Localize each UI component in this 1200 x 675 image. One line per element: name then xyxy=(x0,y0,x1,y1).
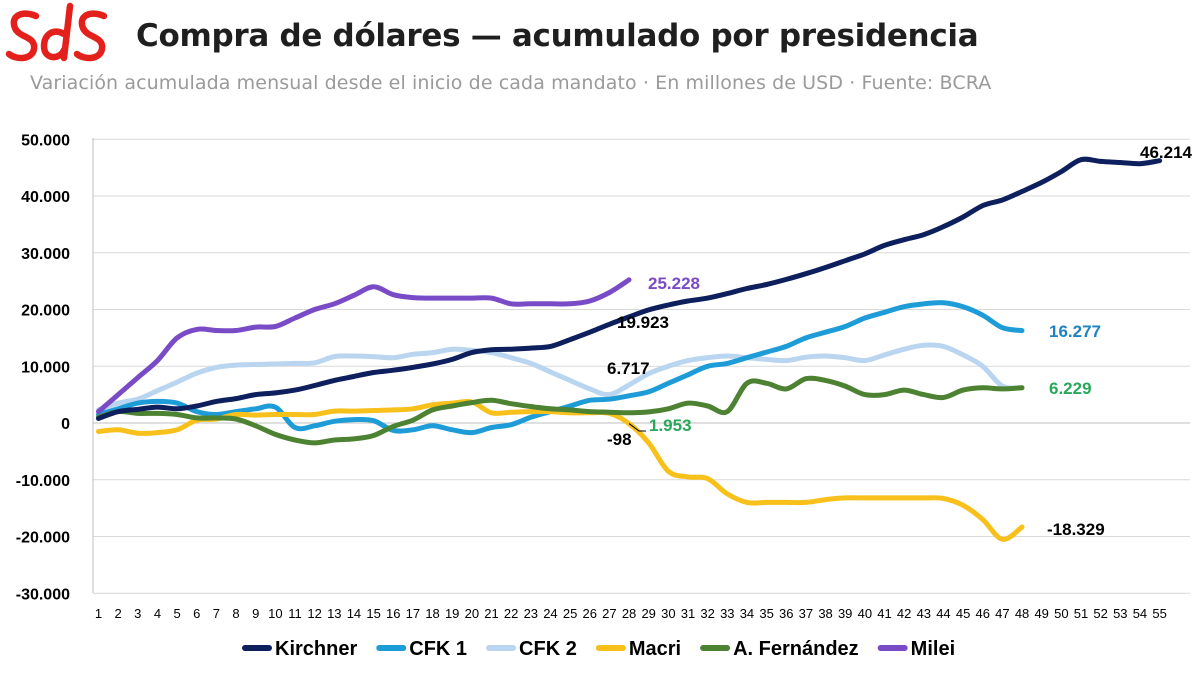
y-tick-label: 50.000 xyxy=(21,132,70,149)
y-tick-label: 30.000 xyxy=(21,246,70,263)
y-tick-label: -30.000 xyxy=(16,586,70,603)
data-label: -18.329 xyxy=(1047,520,1105,539)
data-label: 25.228 xyxy=(648,274,700,293)
legend-label: CFK 1 xyxy=(409,638,467,660)
x-tick-label: 42 xyxy=(897,606,911,621)
x-tick-label: 24 xyxy=(543,606,557,621)
x-tick-label: 35 xyxy=(759,606,773,621)
x-tick-label: 20 xyxy=(465,606,479,621)
x-tick-label: 5 xyxy=(173,606,180,621)
x-tick-label: 9 xyxy=(252,606,259,621)
x-tick-label: 46 xyxy=(976,606,990,621)
x-tick-label: 4 xyxy=(154,606,161,621)
y-tick-label: -10.000 xyxy=(16,473,70,490)
x-tick-label: 15 xyxy=(366,606,380,621)
x-tick-label: 6 xyxy=(193,606,200,621)
y-tick-label: 10.000 xyxy=(21,359,70,376)
series-line-cfk-2 xyxy=(96,342,1025,413)
series-line-macri xyxy=(96,398,1025,542)
x-tick-label: 53 xyxy=(1113,606,1127,621)
x-tick-label: 1 xyxy=(95,606,102,621)
x-tick-label: 11 xyxy=(288,606,302,621)
series-line-kirchner xyxy=(96,156,1163,421)
chart-title: Compra de dólares — acumulado por presid… xyxy=(136,18,979,54)
x-tick-label: 3 xyxy=(134,606,141,621)
x-tick-label: 13 xyxy=(327,606,341,621)
x-tick-label: 45 xyxy=(956,606,970,621)
x-tick-label: 19 xyxy=(445,606,459,621)
x-tick-label: 36 xyxy=(779,606,793,621)
x-tick-label: 23 xyxy=(524,606,538,621)
x-tick-label: 27 xyxy=(602,606,616,621)
x-tick-label: 54 xyxy=(1133,606,1147,621)
legend-label: Milei xyxy=(911,638,955,660)
data-label: 6.229 xyxy=(1049,379,1092,398)
x-tick-label: 17 xyxy=(406,606,420,621)
x-tick-label: 26 xyxy=(583,606,597,621)
x-tick-label: 28 xyxy=(622,606,636,621)
x-tick-label: 52 xyxy=(1093,606,1107,621)
x-tick-label: 50 xyxy=(1054,606,1068,621)
y-tick-label: 20.000 xyxy=(21,303,70,320)
legend-label: A. Fernández xyxy=(733,638,859,660)
sds-logo xyxy=(5,2,108,62)
legend-label: Kirchner xyxy=(275,638,357,660)
x-tick-label: 21 xyxy=(484,606,498,621)
x-tick-label: 8 xyxy=(232,606,239,621)
x-tick-label: 7 xyxy=(213,606,220,621)
x-tick-label: 2 xyxy=(115,606,122,621)
data-label: 6.717 xyxy=(607,359,650,378)
chart-subtitle: Variación acumulada mensual desde el ini… xyxy=(30,72,992,94)
x-tick-label: 39 xyxy=(838,606,852,621)
y-tick-label: 0 xyxy=(61,416,70,433)
x-tick-label: 33 xyxy=(720,606,734,621)
x-tick-label: 49 xyxy=(1034,606,1048,621)
x-tick-label: 12 xyxy=(307,606,321,621)
x-tick-label: 38 xyxy=(818,606,832,621)
y-tick-label: -20.000 xyxy=(16,530,70,547)
data-label: 16.277 xyxy=(1049,322,1101,341)
x-tick-label: 37 xyxy=(799,606,813,621)
x-tick-label: 18 xyxy=(425,606,439,621)
legend-label: CFK 2 xyxy=(519,638,577,660)
x-tick-label: 22 xyxy=(504,606,518,621)
x-tick-label: 30 xyxy=(661,606,675,621)
data-label: -98 xyxy=(607,430,632,449)
x-tick-label: 29 xyxy=(641,606,655,621)
x-tick-label: 43 xyxy=(917,606,931,621)
y-tick-label: 40.000 xyxy=(21,189,70,206)
x-tick-label: 32 xyxy=(700,606,714,621)
x-tick-label: 44 xyxy=(936,606,950,621)
series-line-milei xyxy=(96,277,632,415)
x-tick-label: 47 xyxy=(995,606,1009,621)
x-tick-label: 48 xyxy=(1015,606,1029,621)
x-tick-label: 14 xyxy=(347,606,361,621)
x-tick-label: 41 xyxy=(877,606,891,621)
x-tick-label: 34 xyxy=(740,606,754,621)
series-line-a-fern-ndez xyxy=(96,375,1025,446)
x-tick-label: 10 xyxy=(268,606,282,621)
x-tick-label: 55 xyxy=(1152,606,1166,621)
x-tick-label: 25 xyxy=(563,606,577,621)
data-label: 19.923 xyxy=(617,313,669,332)
legend-label: Macri xyxy=(629,638,681,660)
x-tick-label: 51 xyxy=(1074,606,1088,621)
x-tick-label: 16 xyxy=(386,606,400,621)
x-tick-label: 31 xyxy=(681,606,695,621)
data-label: 46.214 xyxy=(1140,143,1193,162)
x-tick-label: 40 xyxy=(858,606,872,621)
data-label: 1.953 xyxy=(649,416,692,435)
annotation-leader xyxy=(628,423,646,432)
